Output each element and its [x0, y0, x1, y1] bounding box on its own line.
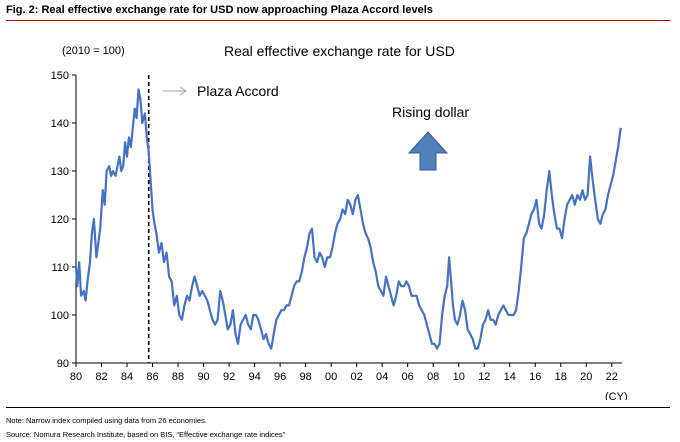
x-tick-label: 12	[478, 371, 490, 383]
x-tick-label: 82	[95, 371, 107, 383]
x-tick-label: 80	[70, 371, 82, 383]
x-tick-label: 00	[325, 371, 337, 383]
x-tick-label: 92	[223, 371, 235, 383]
x-tick-label: 20	[580, 371, 592, 383]
x-tick-label: 10	[453, 371, 465, 383]
x-unit-label: (CY)	[605, 391, 628, 400]
y-unit-label: (2010 = 100)	[62, 45, 125, 57]
plaza-accord-arrow	[163, 86, 187, 96]
source-note: Source: Nomura Research Institute, based…	[6, 430, 286, 439]
y-tick-label: 130	[51, 166, 69, 178]
footnote: Note: Narrow index compiled using data f…	[6, 416, 207, 425]
title-rule	[6, 20, 670, 21]
x-tick-label: 16	[529, 371, 541, 383]
y-ticks: 90 100 110 120 130 140 150	[51, 70, 76, 370]
y-tick-label: 90	[57, 358, 69, 370]
x-tick-label: 96	[274, 371, 286, 383]
x-tick-label: 84	[121, 371, 133, 383]
y-tick-label: 110	[51, 262, 69, 274]
y-tick-label: 140	[51, 118, 69, 130]
x-tick-label: 02	[351, 371, 363, 383]
x-tick-label: 98	[300, 371, 312, 383]
x-tick-label: 04	[376, 371, 388, 383]
x-tick-label: 06	[402, 371, 414, 383]
chart-title: Real effective exchange rate for USD	[224, 43, 455, 59]
x-ticks: 80 82 84 86 88 90 92 94 96 98 00 02 04 06 08 10 12 14 16 18…	[70, 363, 618, 383]
y-tick-label: 100	[51, 310, 69, 322]
up-arrow-icon	[407, 131, 449, 171]
x-tick-label: 14	[504, 371, 516, 383]
line-chart: 90 100 110 120 130 140 150 80 82 84 86 88 90 92 94 96 9…	[51, 43, 628, 400]
x-tick-label: 18	[555, 371, 567, 383]
x-tick-label: 88	[172, 371, 184, 383]
y-tick-label: 120	[51, 214, 69, 226]
figure-title: Fig. 2: Real effective exchange rate for…	[6, 4, 433, 16]
x-tick-label: 08	[427, 371, 439, 383]
plaza-accord-label: Plaza Accord	[197, 83, 279, 99]
x-tick-label: 90	[197, 371, 209, 383]
y-tick-label: 150	[51, 70, 69, 82]
x-tick-label: 86	[146, 371, 158, 383]
x-tick-label: 22	[606, 371, 618, 383]
x-tick-label: 94	[248, 371, 260, 383]
footer-rule	[6, 407, 670, 408]
rising-dollar-label: Rising dollar	[392, 104, 469, 120]
series-line	[74, 88, 622, 350]
